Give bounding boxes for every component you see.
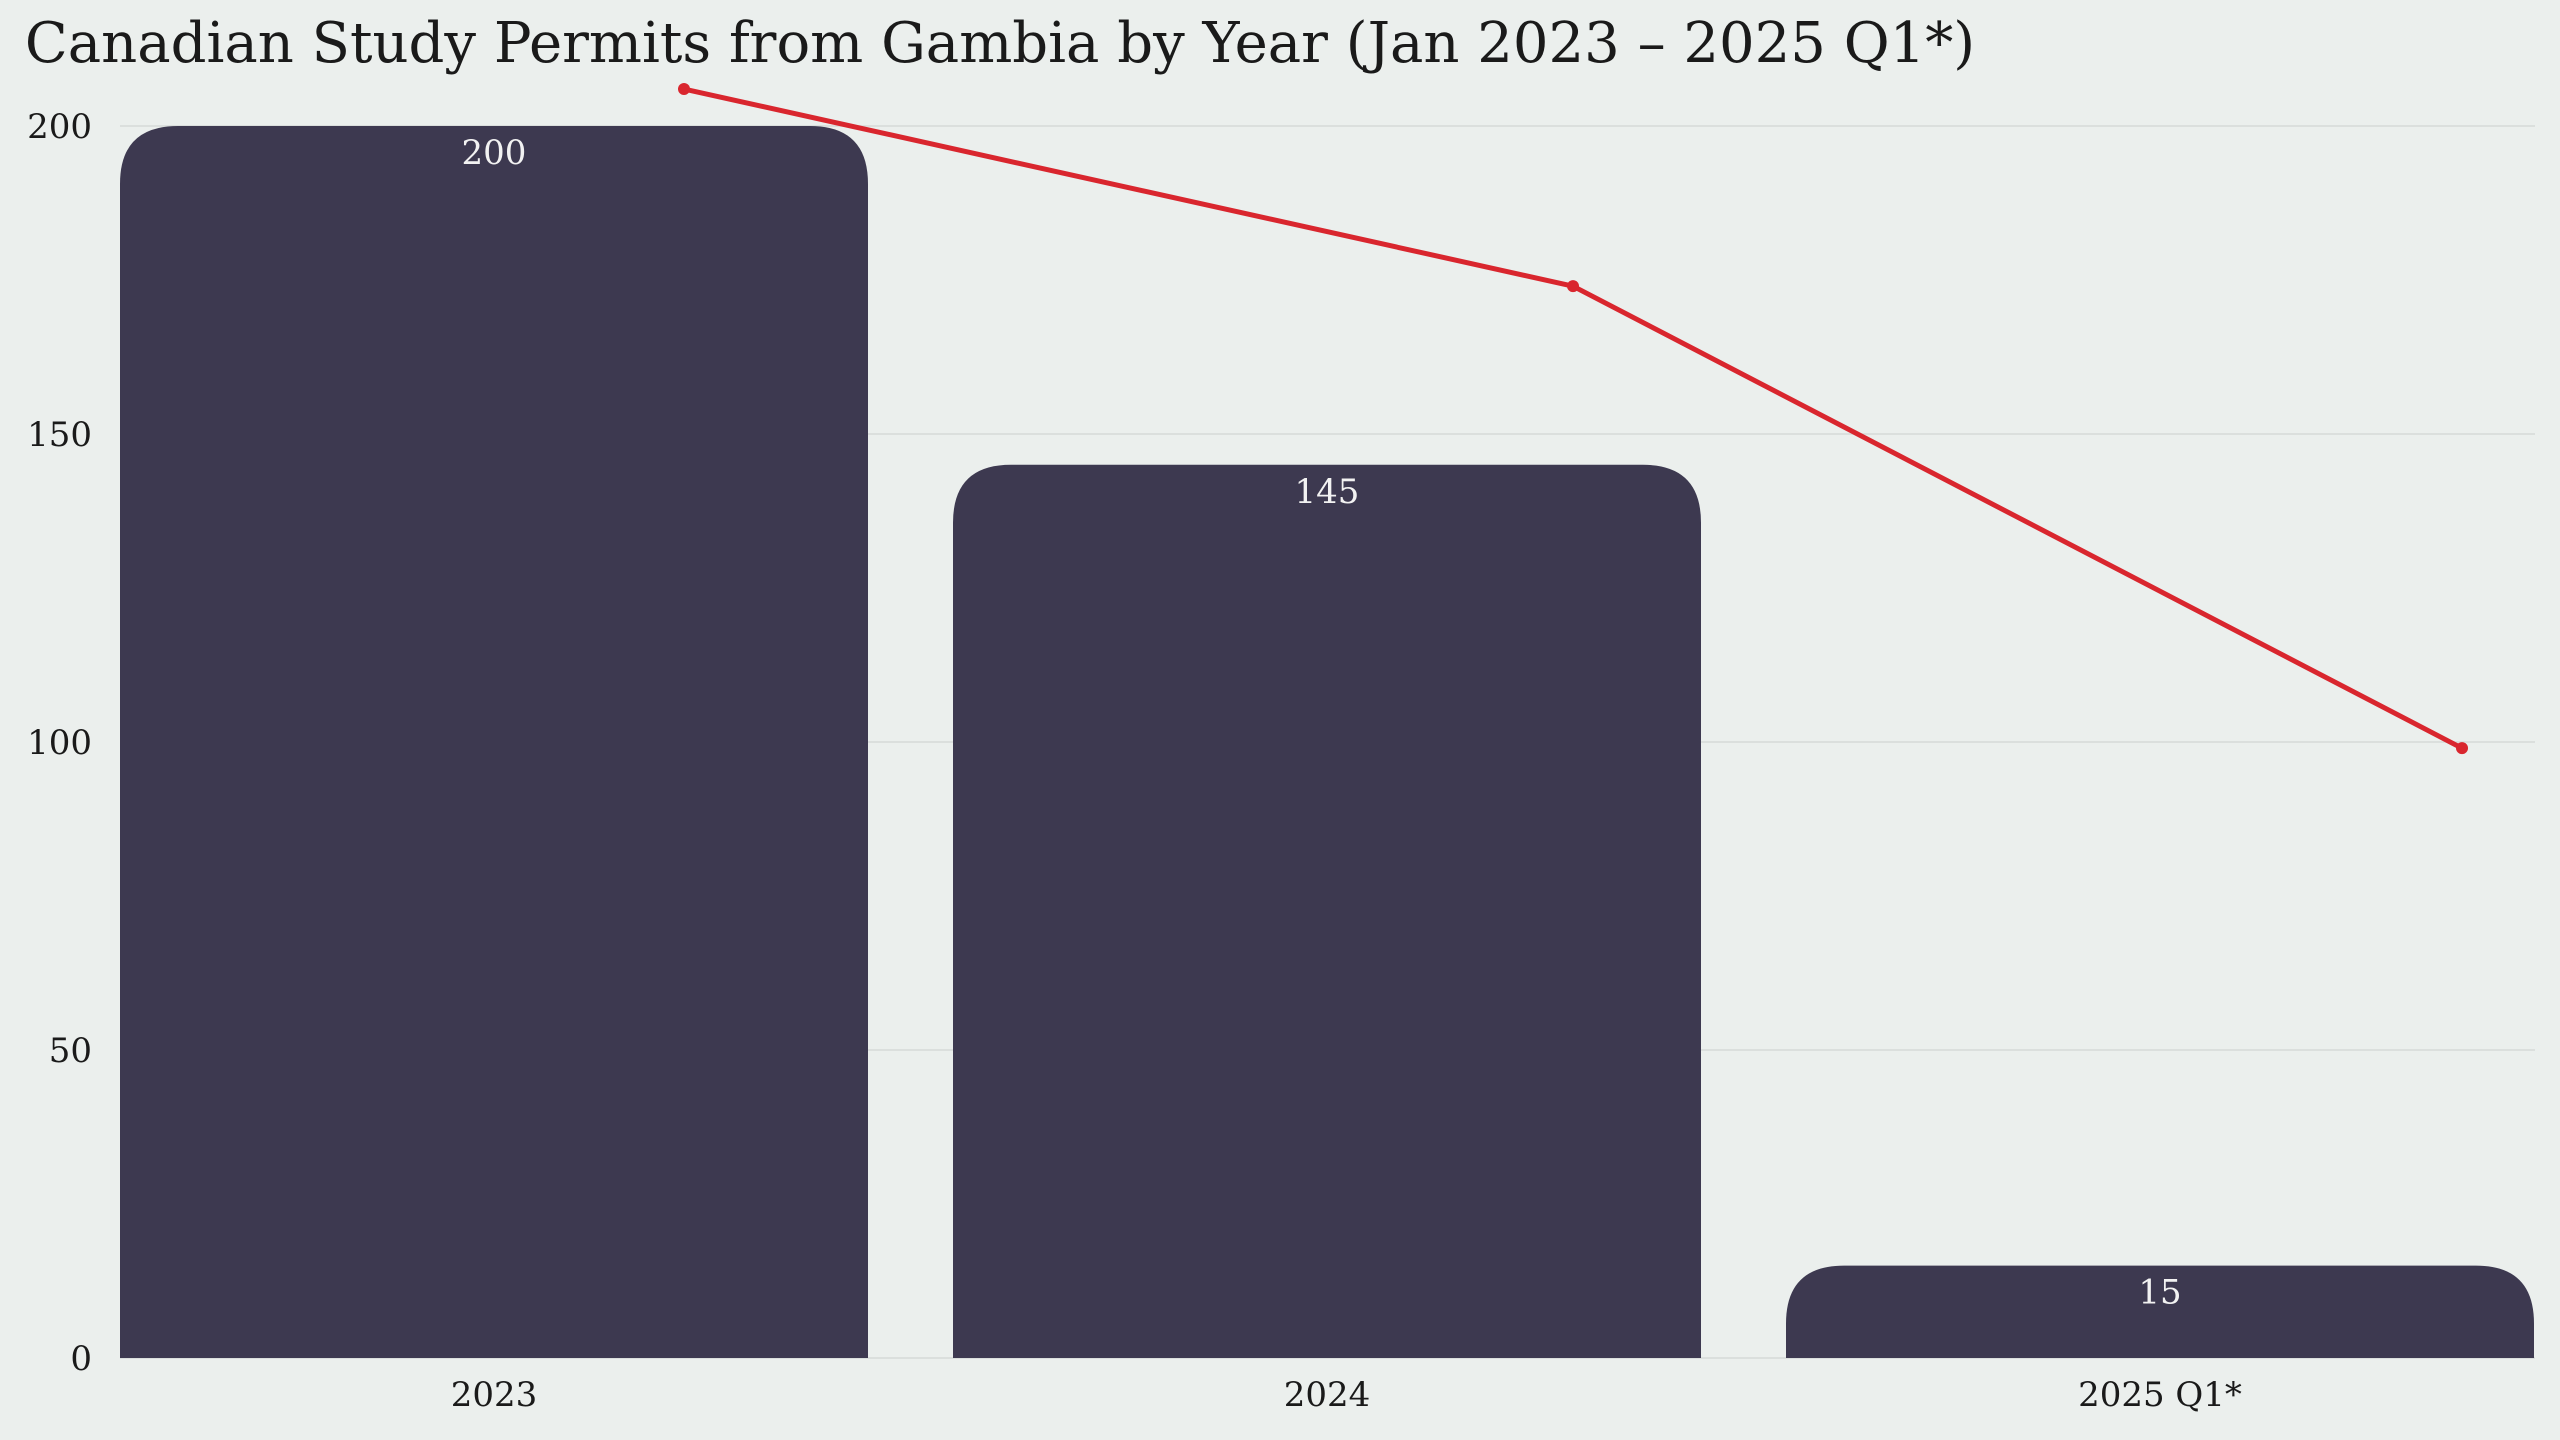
x-tick-label: 2025 Q1* (2078, 1375, 2242, 1415)
y-axis-ticks: 0 50 100 150 200 (27, 107, 92, 1379)
x-tick-label: 2024 (1284, 1375, 1371, 1415)
chart-title: Canadian Study Permits from Gambia by Ye… (25, 11, 1975, 76)
bars (120, 126, 2534, 1358)
y-tick-label: 100 (27, 723, 92, 763)
bar-2023 (120, 126, 868, 1358)
trend-line-point (2456, 742, 2468, 755)
y-tick-label: 50 (49, 1031, 92, 1071)
y-tick-label: 200 (27, 107, 92, 147)
y-tick-label: 0 (70, 1339, 92, 1379)
x-tick-label: 2023 (451, 1375, 538, 1415)
bar-value-labels: 200 145 15 (462, 133, 2182, 1313)
trend-line (678, 83, 2468, 755)
bar-value-label: 145 (1295, 472, 1360, 512)
bar-value-label: 15 (2138, 1273, 2181, 1313)
trend-line-point (678, 83, 690, 96)
y-tick-label: 150 (27, 415, 92, 455)
bar-2024 (953, 464, 1701, 1358)
bar-2025-q1 (1786, 1265, 2534, 1358)
x-axis-ticks: 2023 2024 2025 Q1* (451, 1375, 2242, 1415)
bar-value-label: 200 (462, 133, 527, 173)
trend-line-point (1567, 280, 1579, 293)
